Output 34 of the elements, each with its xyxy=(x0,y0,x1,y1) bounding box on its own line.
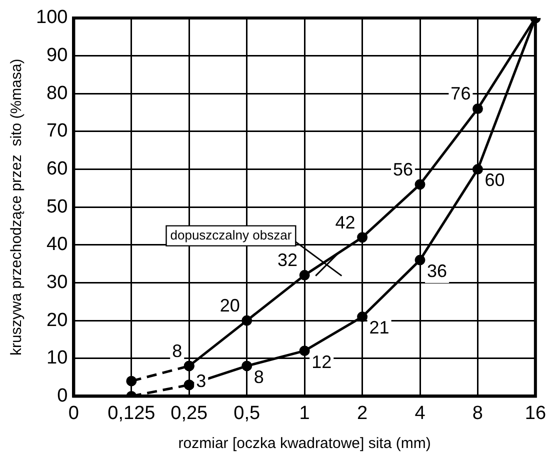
data-label: 60 xyxy=(484,170,505,190)
data-label: 12 xyxy=(312,352,332,372)
y-tick-label: 90 xyxy=(46,45,68,66)
annotation: dopuszczalny obszar xyxy=(170,227,292,242)
data-label: 20 xyxy=(220,296,240,316)
y-axis-title: kruszywa przechodzące przez sito (%masa) xyxy=(8,58,26,356)
x-tick-label: 4 xyxy=(414,402,426,424)
x-tick-label: 8 xyxy=(472,402,484,424)
y-tick-label: 0 xyxy=(57,385,68,406)
y-tick-label: 60 xyxy=(46,158,68,180)
data-label: 56 xyxy=(392,159,413,180)
y-tick-label: 10 xyxy=(46,348,68,369)
data-label: 42 xyxy=(335,212,356,232)
x-tick-label: 0,5 xyxy=(234,402,260,424)
data-label: 8 xyxy=(172,340,182,361)
x-axis-title: rozmiar [oczka kwadratowe] sita (mm) xyxy=(178,435,431,452)
x-tick-label: 2 xyxy=(356,402,368,424)
x-tick-label: 0,125 xyxy=(108,402,156,424)
y-tick-label: 30 xyxy=(46,272,68,293)
x-tick-label: 16 xyxy=(524,402,546,424)
y-tick-label: 80 xyxy=(46,82,68,104)
data-label: 8 xyxy=(254,366,264,387)
y-tick-label: 50 xyxy=(46,196,68,218)
y-tick-label: 20 xyxy=(46,310,68,331)
x-tick-label: 0,25 xyxy=(170,402,208,424)
y-tick-label: 100 xyxy=(36,7,68,28)
data-label: 32 xyxy=(278,250,298,270)
data-label: 3 xyxy=(196,371,206,392)
y-tick-label: 40 xyxy=(46,234,68,256)
x-tick-label: 1 xyxy=(299,402,310,424)
data-label: 36 xyxy=(427,261,448,282)
y-tick-label: 70 xyxy=(46,120,68,142)
data-label: 21 xyxy=(369,318,390,338)
data-label: 76 xyxy=(450,84,471,104)
